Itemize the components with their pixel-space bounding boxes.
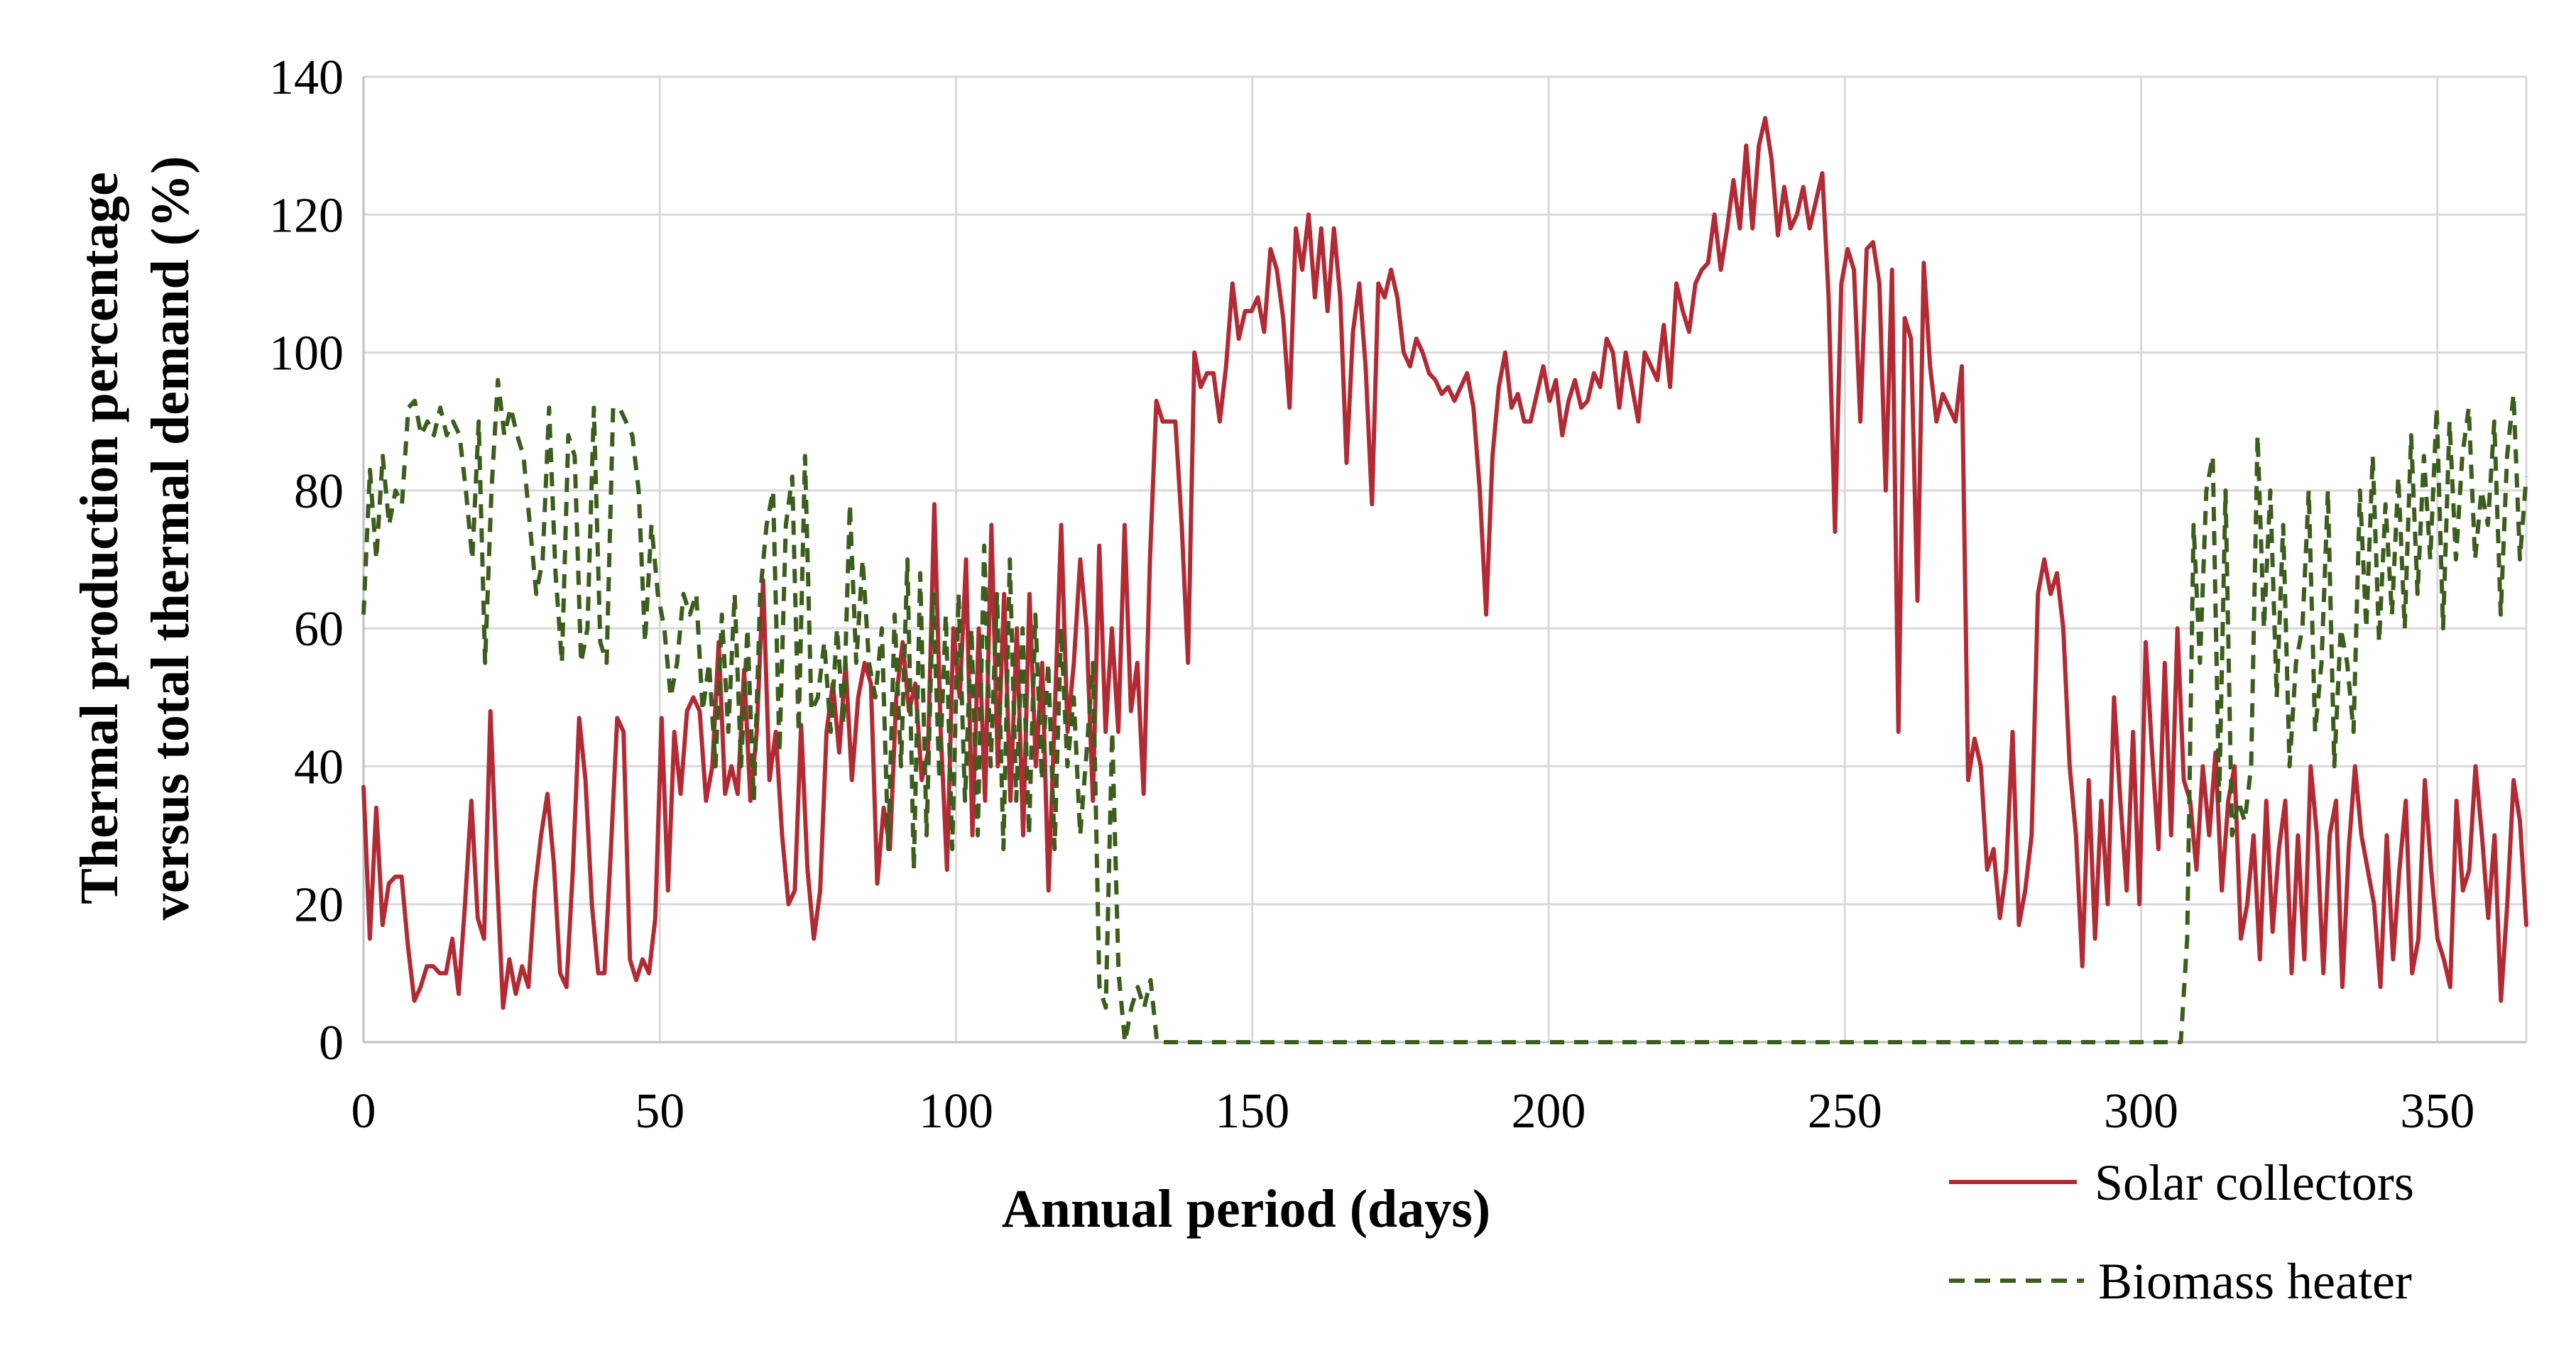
- x-tick-label-300: 300: [2104, 1084, 2178, 1139]
- grid: [364, 75, 2528, 1042]
- x-axis-title: Annual period (days): [1002, 1179, 1490, 1239]
- series: [361, 116, 2528, 1044]
- x-tick-label-150: 150: [1215, 1084, 1289, 1139]
- y-tick-label-40: 40: [294, 740, 344, 794]
- x-tick-label-250: 250: [1808, 1084, 1882, 1139]
- legend-item-biomass-heater: Biomass heater: [1949, 1253, 2412, 1310]
- legend-label-biomass-heater: Biomass heater: [2098, 1253, 2412, 1310]
- y-tick-label-0: 0: [319, 1016, 344, 1071]
- x-tick-label-350: 350: [2400, 1084, 2474, 1139]
- y-tick-label-140: 140: [269, 50, 344, 105]
- y-tick-label-120: 120: [269, 188, 344, 243]
- legend-item-solar-collectors: Solar collectors: [1949, 1154, 2414, 1211]
- x-tick-label-50: 50: [635, 1084, 684, 1139]
- y-axis-title: Thermal production percentage versus tot…: [70, 156, 200, 921]
- legend: Solar collectors Biomass heater: [1949, 1154, 2414, 1310]
- y-tick-label-20: 20: [294, 878, 344, 933]
- legend-label-solar-collectors: Solar collectors: [2095, 1154, 2414, 1211]
- x-tick-label-100: 100: [919, 1084, 993, 1139]
- y-tick-label-80: 80: [294, 464, 344, 519]
- y-tick-label-60: 60: [294, 602, 344, 657]
- y-tick-label-100: 100: [269, 327, 344, 381]
- series-line-biomass-heater: [361, 378, 2528, 1044]
- tick-labels: 0 20 40 60 80 100 120 140 0 50 100 150 200 250 300 350: [269, 50, 2474, 1139]
- y-axis-title-line-2: versus total thermal demand (%): [141, 156, 200, 921]
- x-tick-label-0: 0: [351, 1084, 376, 1139]
- y-axis-title-line-1: Thermal production percentage: [70, 172, 129, 904]
- x-tick-label-200: 200: [1512, 1084, 1586, 1139]
- series-line-solar-collectors: [361, 116, 2528, 1010]
